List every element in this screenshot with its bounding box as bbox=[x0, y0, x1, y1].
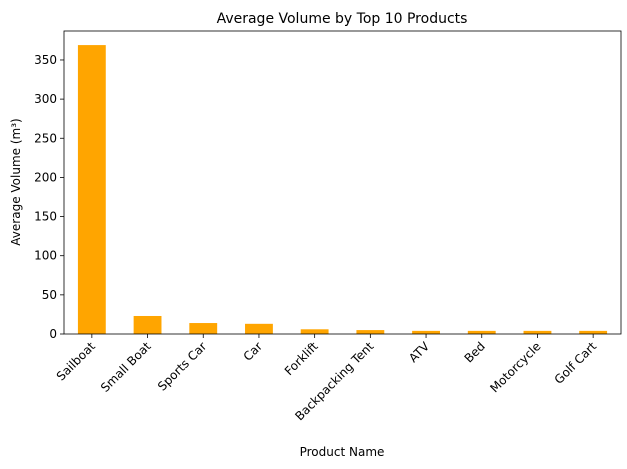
y-tick-label: 150 bbox=[34, 210, 57, 224]
y-axis: 0 50 100 150 200 250 300 350 bbox=[34, 53, 64, 341]
bar bbox=[300, 329, 329, 334]
y-tick-label: 50 bbox=[42, 288, 57, 302]
y-tick-label: 350 bbox=[34, 53, 57, 67]
bars-group bbox=[77, 45, 608, 335]
y-tick-label: 250 bbox=[34, 131, 57, 145]
y-tick-label: 200 bbox=[34, 170, 57, 184]
x-axis-label: Product Name bbox=[300, 445, 385, 459]
y-axis-label: Average Volume (m³) bbox=[9, 118, 23, 245]
x-tick-label: Golf Cart bbox=[552, 339, 600, 387]
x-tick-label: Sports Car bbox=[155, 339, 209, 393]
x-tick-label: Car bbox=[241, 339, 266, 364]
bar bbox=[467, 330, 496, 334]
x-tick-label: Sailboat bbox=[54, 339, 99, 384]
chart-title: Average Volume by Top 10 Products bbox=[217, 11, 468, 27]
plot-frame bbox=[63, 30, 622, 335]
bar bbox=[189, 323, 218, 334]
x-tick-label: Forklift bbox=[282, 339, 321, 378]
x-tick-label: Bed bbox=[462, 339, 488, 365]
x-tick-label: ATV bbox=[406, 339, 433, 366]
x-axis: Sailboat Small Boat Sports Car Car Forklift B… bbox=[54, 334, 600, 423]
bar bbox=[245, 323, 273, 334]
y-tick-label: 100 bbox=[34, 249, 57, 263]
y-tick-label: 0 bbox=[49, 327, 57, 341]
bar bbox=[523, 330, 552, 334]
x-tick-label: Motorcycle bbox=[487, 339, 543, 395]
bar bbox=[77, 45, 106, 335]
bar bbox=[579, 330, 608, 334]
bar bbox=[412, 330, 440, 334]
y-tick-label: 300 bbox=[34, 92, 57, 106]
bar bbox=[133, 315, 162, 334]
x-tick-label: Small Boat bbox=[98, 339, 154, 395]
bar bbox=[356, 330, 385, 334]
